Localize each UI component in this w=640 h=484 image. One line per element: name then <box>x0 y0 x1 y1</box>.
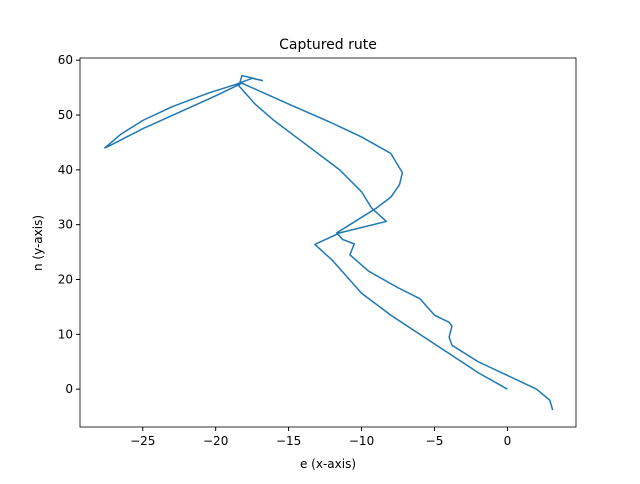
y-tick-label: 50 <box>58 108 73 122</box>
y-axis-label: n (y-axis) <box>31 215 45 271</box>
x-tick-label: 0 <box>504 434 512 448</box>
chart-title: Captured rute <box>279 37 377 53</box>
plot-frame <box>79 57 577 428</box>
x-tick-label: −10 <box>349 434 374 448</box>
x-tick-label: −20 <box>203 434 228 448</box>
y-tick-label: 20 <box>58 273 73 287</box>
x-axis-label: e (x-axis) <box>300 457 356 471</box>
y-tick-label: 40 <box>58 163 73 177</box>
y-tick-label: 60 <box>58 53 73 67</box>
y-tick-label: 30 <box>58 218 73 232</box>
y-tick-label: 0 <box>65 382 73 396</box>
x-tick-label: −25 <box>130 434 155 448</box>
x-tick-label: −5 <box>426 434 444 448</box>
y-tick-label: 10 <box>58 327 73 341</box>
route-line <box>104 74 554 411</box>
x-tick-label: −15 <box>276 434 301 448</box>
